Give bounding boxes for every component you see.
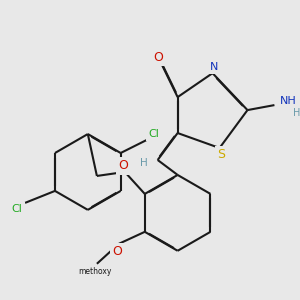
Text: H: H [293,108,300,118]
Text: O: O [112,245,122,258]
Text: N: N [210,62,219,72]
Text: S: S [218,148,226,161]
Text: O: O [118,160,128,172]
Text: O: O [154,51,164,64]
Text: Cl: Cl [148,129,159,139]
Text: H: H [140,158,148,168]
Text: Cl: Cl [12,204,22,214]
Text: methoxy: methoxy [78,267,112,276]
Text: NH: NH [279,96,296,106]
